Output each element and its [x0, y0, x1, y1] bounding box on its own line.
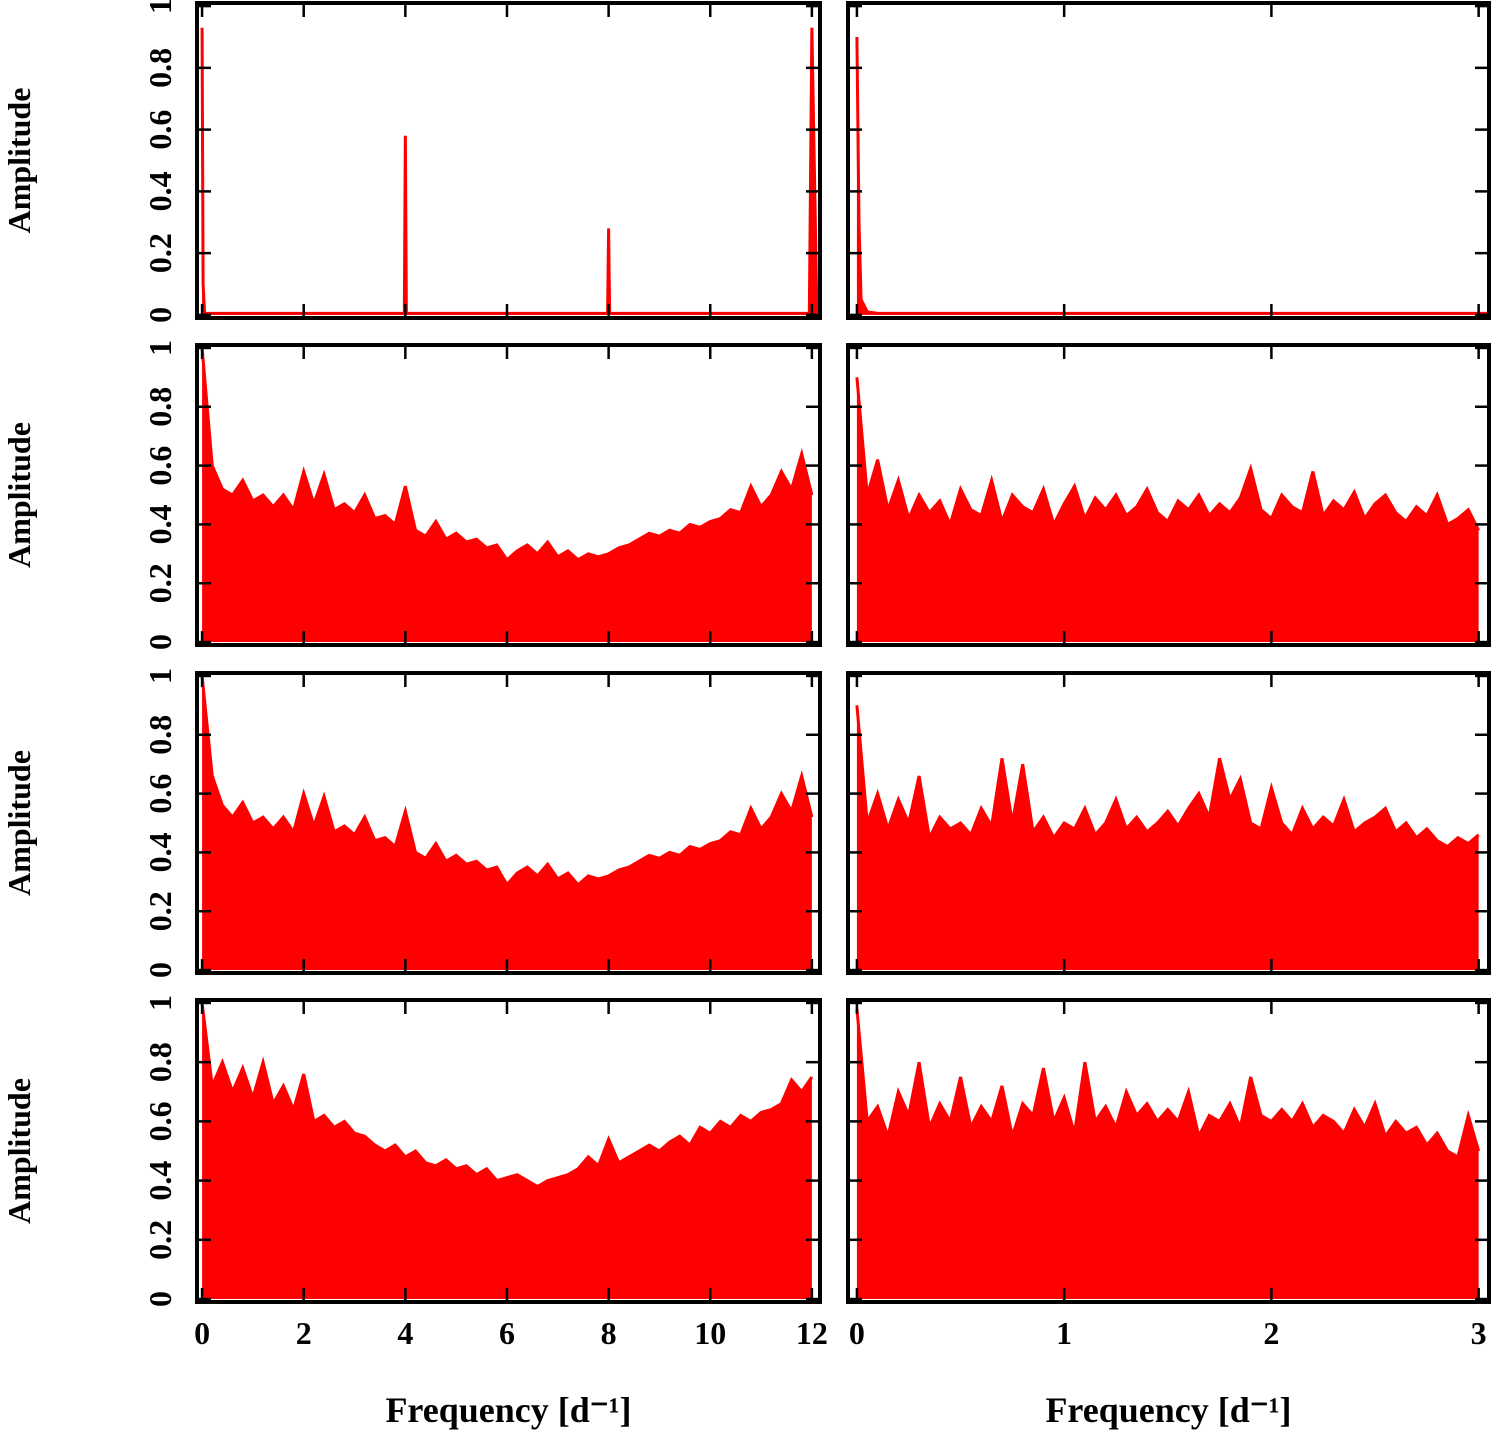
y-tick-label: 0.2	[142, 1220, 178, 1260]
spectrum-line	[855, 1008, 1481, 1160]
area-fill	[856, 377, 1479, 643]
frame	[846, 343, 1491, 647]
y-tick-label: 0.8	[142, 1042, 178, 1082]
y-tick-label: 0.8	[142, 387, 178, 427]
spectrum-line	[200, 347, 814, 562]
y-tick-label: 0.2	[142, 233, 178, 273]
y-tick-label: 0.4	[142, 171, 178, 211]
area-fill	[856, 36, 1489, 315]
x-tick-label: 1	[1056, 1315, 1072, 1351]
panel: 0 0.2 0.4 0.6 0.8 1 Amplitude	[1, 668, 822, 978]
frame	[846, 1, 1491, 320]
y-axis-label: Amplitude	[1, 750, 37, 896]
y-axis-label: Amplitude	[1, 422, 37, 568]
y-tick-label: 0	[142, 962, 178, 978]
panel	[846, 671, 1491, 975]
panel: 0 0.2 0.4 0.6 0.8 1 Amplitude	[1, 340, 822, 650]
panel: 0 1 2 3 Frequency [d⁻¹]	[846, 998, 1491, 1430]
y-tick-label: 0	[142, 1291, 178, 1307]
spectrum-line	[200, 675, 814, 888]
panel: 0 0.2 0.4 0.6 0.8 1 Amplitude	[1, 0, 822, 323]
y-tick-label: 0.6	[142, 110, 178, 150]
y-tick-label: 0.4	[142, 832, 178, 872]
y-tick-label: 0.2	[142, 563, 178, 603]
area-fill	[202, 675, 812, 971]
y-tick-label: 0.4	[142, 1161, 178, 1201]
y-tick-label: 0	[142, 307, 178, 323]
panel	[846, 343, 1491, 647]
y-axis-label: Amplitude	[1, 1078, 37, 1224]
y-tick-label: 0.2	[142, 891, 178, 931]
y-tick-label: 0.6	[142, 446, 178, 486]
y-tick-label: 0.6	[142, 774, 178, 814]
y-tick-label: 1	[142, 0, 178, 14]
frame	[195, 343, 822, 647]
y-tick-label: 0	[142, 634, 178, 650]
spectrum-line	[855, 705, 1480, 849]
spectrum-line	[200, 27, 819, 315]
x-tick-label: 8	[601, 1315, 617, 1351]
frame	[195, 1, 822, 320]
area-fill	[202, 27, 817, 315]
y-axis-label: Amplitude	[1, 88, 37, 234]
spectrum-line	[200, 1002, 814, 1189]
x-tick-label: 6	[499, 1315, 515, 1351]
x-axis-label: Frequency [d⁻¹]	[1045, 1390, 1291, 1430]
x-tick-label: 10	[694, 1315, 726, 1351]
y-tick-label: 1	[142, 340, 178, 356]
frame	[846, 671, 1491, 975]
x-tick-label: 0	[194, 1315, 210, 1351]
spectrum-line	[855, 377, 1480, 531]
area-fill	[856, 705, 1479, 971]
spectrum-line	[855, 36, 1489, 315]
x-tick-label: 2	[1263, 1315, 1279, 1351]
panel	[846, 1, 1491, 320]
x-tick-label: 2	[296, 1315, 312, 1351]
frame	[195, 998, 822, 1304]
x-tick-label: 12	[796, 1315, 828, 1351]
area-fill	[856, 1008, 1479, 1300]
panel: 00.20.40.60.810 2 4 6 8 10 12AmplitudeFrequenc…	[1, 995, 828, 1430]
y-tick-label: 0.8	[142, 715, 178, 755]
area-fill	[202, 347, 812, 643]
y-tick-label: 0.8	[142, 48, 178, 88]
x-tick-label: 4	[397, 1315, 413, 1351]
area-fill	[202, 1002, 812, 1300]
x-tick-label: 0	[849, 1315, 865, 1351]
y-tick-label: 0.6	[142, 1101, 178, 1141]
x-axis-label: Frequency [d⁻¹]	[385, 1390, 631, 1430]
y-tick-label: 1	[142, 668, 178, 684]
frame	[195, 671, 822, 975]
y-tick-label: 0.4	[142, 504, 178, 544]
x-tick-label: 3	[1471, 1315, 1487, 1351]
frame	[846, 998, 1491, 1304]
y-tick-label: 1	[142, 995, 178, 1011]
